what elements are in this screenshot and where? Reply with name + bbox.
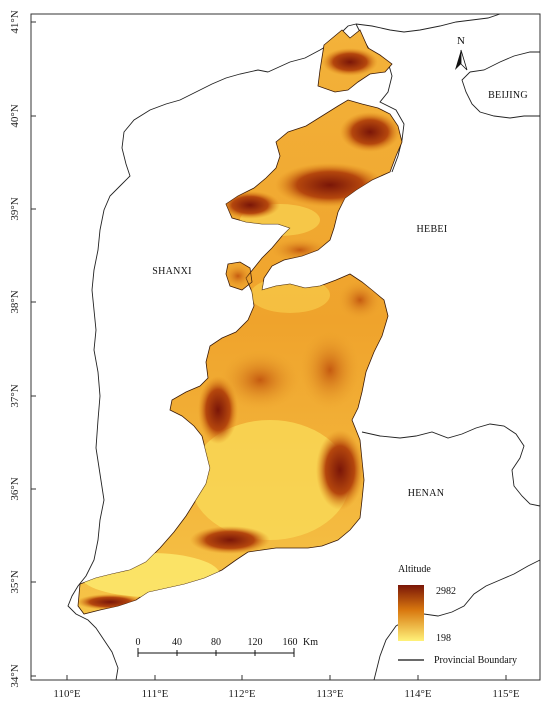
hebei-boundary [355,13,501,33]
lat-label-37: 37°N [9,384,21,407]
legend-max: 2982 [436,586,456,597]
scale-tick-160: 160 [283,637,298,648]
label-beijing: BEIJING [488,90,528,101]
lat-label-38: 38°N [9,290,21,313]
legend: Altitude 2982 198 Provincial Boundary [398,564,517,666]
relief-area [77,29,403,615]
north-arrow: N [455,35,468,71]
lon-label-114: 114°E [404,688,431,700]
henan-south-boundary [373,559,541,681]
scale-tick-40: 40 [172,637,182,648]
label-hebei: HEBEI [417,224,448,235]
longitude-ticks [66,675,507,680]
lat-label-41: 41°N [9,10,21,33]
label-shanxi: SHANXI [152,266,192,277]
legend-boundary-label: Provincial Boundary [434,655,517,666]
lat-label-34: 34°N [9,664,21,687]
legend-title: Altitude [398,564,431,575]
latitude-ticks [31,21,36,677]
lon-label-112: 112°E [228,688,255,700]
legend-colorbar [398,585,424,641]
lat-label-40: 40°N [9,104,21,127]
lat-label-39: 39°N [9,197,21,220]
lon-label-113: 113°E [316,688,343,700]
hebei-henan-boundary [361,423,541,507]
north-arrow-icon [455,50,461,70]
scale-tick-80: 80 [211,637,221,648]
lon-label-110: 110°E [53,688,80,700]
label-henan: HENAN [408,488,445,499]
beijing-boundary [461,51,540,119]
scale-tick-120: 120 [248,637,263,648]
latitude-labels: 41°N 40°N 39°N 38°N 37°N 36°N 35°N 34°N [9,10,21,687]
legend-min: 198 [436,633,451,644]
lon-label-111: 111°E [142,688,169,700]
lat-label-35: 35°N [9,570,21,593]
north-arrow-label: N [457,35,465,47]
lon-label-115: 115°E [492,688,519,700]
scale-tick-0: 0 [136,637,141,648]
scale-bar: 0 40 80 120 160 Km [136,637,318,657]
scale-unit: Km [303,637,318,648]
longitude-labels: 110°E 111°E 112°E 113°E 114°E 115°E [53,688,519,700]
lat-label-36: 36°N [9,477,21,500]
